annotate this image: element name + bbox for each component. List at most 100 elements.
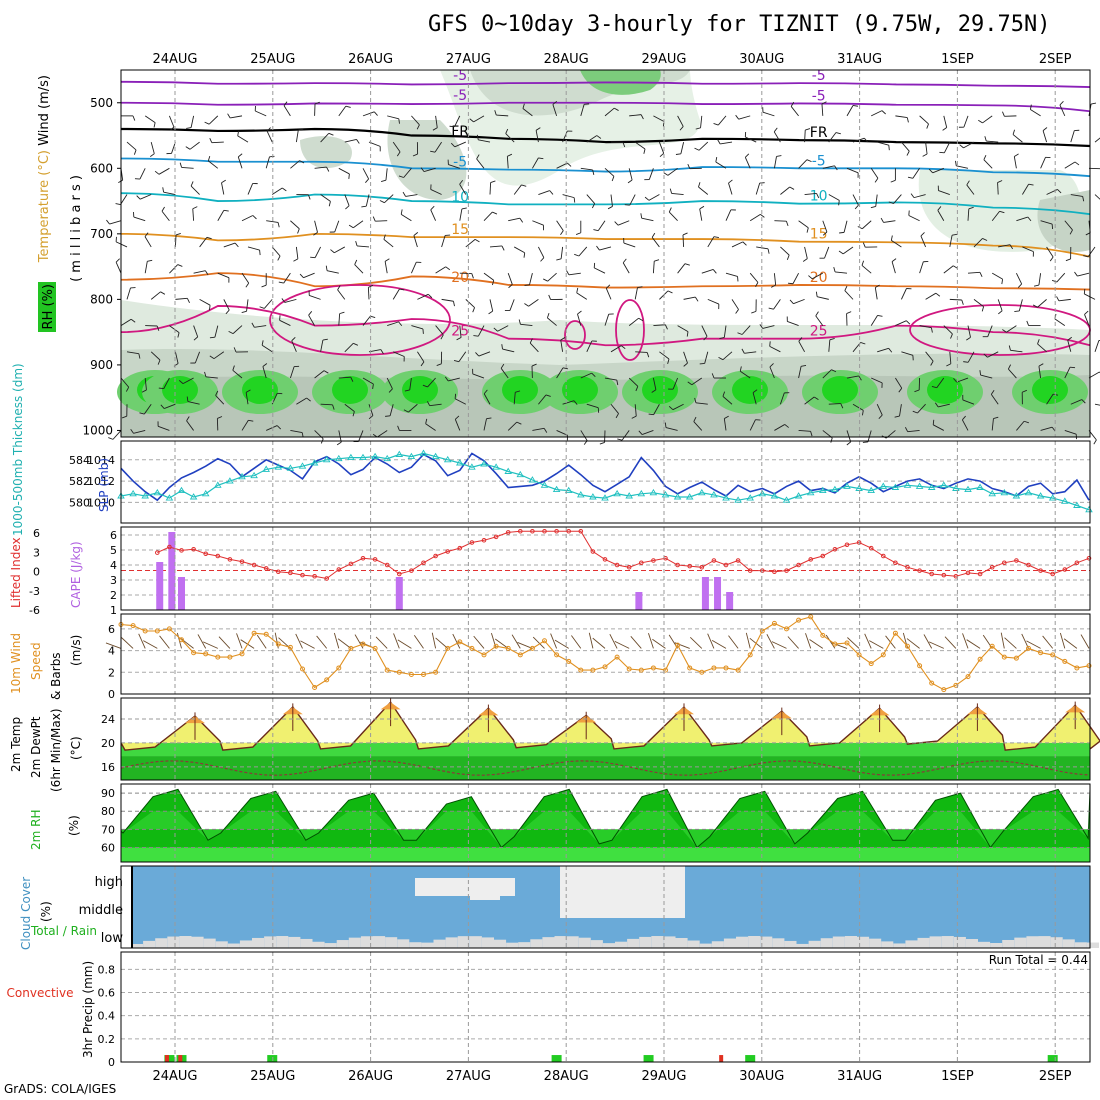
wind-barb [1022,246,1034,253]
wind10m-barb [143,640,158,649]
wind-speed-point [832,641,838,647]
wind10m-barb [121,637,134,649]
li-point [1050,571,1055,577]
wind-speed-point [784,626,789,632]
wind-barb [409,377,412,390]
wind-barb-flag [596,135,602,139]
rh-green-core [822,376,858,404]
wind-barb [483,418,487,431]
wind-barb [667,167,678,176]
wind-barb [383,239,394,248]
wind-barb-flag [278,281,284,284]
wind-barb-flag [599,442,605,445]
wind-barb [255,110,267,117]
wind-barb [835,271,848,274]
wind-barb [245,392,249,405]
thickness-point [891,483,900,490]
wind-speed-point [203,651,209,657]
wind-barb [943,141,951,153]
wind-barb [344,343,354,353]
wind-barb-flag [552,100,558,105]
wind-barb [774,424,786,431]
xtick-label-bottom: 2SEP [1039,1069,1072,1084]
wind-barb [871,377,883,384]
cloud-low-bar [469,936,482,948]
contour-label: -5 [812,68,826,84]
wind-barb [821,103,824,116]
wind-barb-flag [752,389,758,394]
wind-barb [174,234,177,247]
cloud-low-bar [699,943,712,948]
wind-barb [824,246,830,259]
wind-barb-flag [521,184,527,187]
wind-speed-point [1062,658,1068,664]
li-point [639,560,644,566]
wind-barb [861,220,872,230]
wind-barb [337,289,346,300]
wind-barb-flag [983,353,988,358]
wind-barb [604,314,610,326]
wind-barb-flag [430,150,436,153]
wind-speed-point [880,652,886,658]
wind10m-barb [431,632,437,649]
temp-area [121,702,1100,751]
wind-barb [427,377,436,388]
wind-barb-flag [356,139,360,144]
wind-barb [792,272,799,284]
ytick-label-cape: 4 [110,559,117,572]
wind-barb-flag [245,282,250,288]
wind-barb [961,419,969,431]
wind-barb [353,220,364,229]
wind-barb [314,370,325,379]
wind-barb [556,162,568,169]
cape-bar [635,592,643,610]
wind-barb-flag [874,177,879,183]
wind-barb-flag [815,311,819,317]
wind-barb [334,246,346,254]
wind-barb-flag [573,197,576,203]
wind-barb-flag [888,348,893,353]
wind-barb [982,115,993,124]
wind-barb [762,325,775,329]
thickness-point [322,455,331,463]
wind-barb-flag [963,361,969,363]
wind-barb-flag [959,144,964,149]
wind-barb-flag [476,134,479,140]
wind-speed-point [275,641,281,647]
thickness-point [843,482,851,489]
rh-shade-mid-4 [1037,190,1090,252]
ytick-label-pressure: 900 [90,358,113,372]
wind10m-barb [728,635,739,649]
wind-barb [576,292,588,300]
wind-barb-flag [717,139,721,145]
thickness-point [262,465,270,472]
wind-barb [326,270,339,274]
li-point [784,568,789,573]
wind-barb [441,235,446,248]
thickness-point [177,486,186,494]
panel-frame-cloud-cover [120,865,1091,949]
wind-barb [435,325,444,336]
wind-barb [246,299,249,312]
wind-barb-flag [735,309,739,314]
wind-barb [1016,420,1025,431]
wind-barb [973,238,983,248]
wind10m-barb [494,638,509,649]
wind-barb [174,351,179,364]
wind-barb-flag [259,250,261,256]
thickness-point [528,476,537,483]
wind-barb [745,136,757,143]
wind-barb [986,140,999,143]
li-point [651,558,656,563]
wind-barb [798,220,809,229]
cloud-low-bar [348,937,361,948]
xtick-label-bottom: 29AUG [641,1069,686,1084]
li-point [384,562,390,568]
ytick-label-wind: 4 [108,645,115,658]
li-point [578,528,584,534]
wind-barb-flag [562,367,568,370]
wind-barb [870,315,878,326]
wind-barb [289,366,295,379]
wind-speed-point [590,667,596,673]
